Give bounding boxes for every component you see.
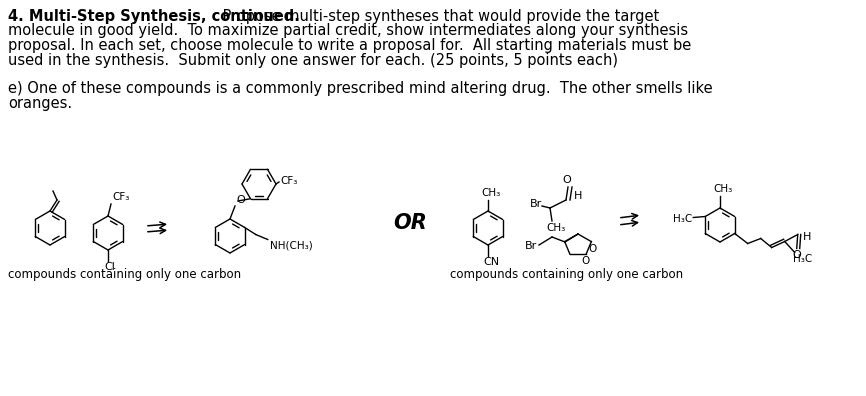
Text: Br: Br <box>530 199 542 209</box>
Text: O: O <box>588 244 597 253</box>
Text: CF₃: CF₃ <box>112 192 129 202</box>
Text: CN: CN <box>483 257 499 267</box>
Text: O: O <box>563 175 572 185</box>
Text: O: O <box>581 256 590 266</box>
Text: e) One of these compounds is a commonly prescribed mind altering drug.  The othe: e) One of these compounds is a commonly … <box>8 82 713 97</box>
Text: 4. Multi-Step Synthesis, continued. Propose multi-step syntheses that would prov: 4. Multi-Step Synthesis, continued. Prop… <box>8 9 706 24</box>
Text: H₃C: H₃C <box>673 213 693 223</box>
Text: H₃C: H₃C <box>792 255 812 265</box>
Text: O: O <box>792 251 801 261</box>
Text: CH₃: CH₃ <box>481 188 501 198</box>
Text: CF₃: CF₃ <box>280 176 297 186</box>
Text: O: O <box>236 195 245 205</box>
Text: used in the synthesis.  Submit only one answer for each. (25 points, 5 points ea: used in the synthesis. Submit only one a… <box>8 53 618 67</box>
Text: OR: OR <box>393 213 427 233</box>
Text: oranges.: oranges. <box>8 96 72 111</box>
Text: molecule in good yield.  To maximize partial credit, show intermediates along yo: molecule in good yield. To maximize part… <box>8 23 688 38</box>
Text: Br: Br <box>525 241 537 251</box>
Text: H: H <box>574 191 582 201</box>
Text: NH(CH₃): NH(CH₃) <box>269 240 313 251</box>
Text: compounds containing only one carbon: compounds containing only one carbon <box>8 268 241 281</box>
Text: proposal. In each set, choose molecule to write a proposal for.  All starting ma: proposal. In each set, choose molecule t… <box>8 38 691 53</box>
Text: Propose multi-step syntheses that would provide the target: Propose multi-step syntheses that would … <box>218 9 659 24</box>
Text: Cl: Cl <box>104 262 115 272</box>
Text: 4. Multi-Step Synthesis, continued.: 4. Multi-Step Synthesis, continued. <box>8 9 300 24</box>
Text: CH₃: CH₃ <box>546 223 565 233</box>
Text: compounds containing only one carbon: compounds containing only one carbon <box>450 268 683 281</box>
Text: H: H <box>803 232 811 242</box>
Text: CH₃: CH₃ <box>713 184 733 194</box>
